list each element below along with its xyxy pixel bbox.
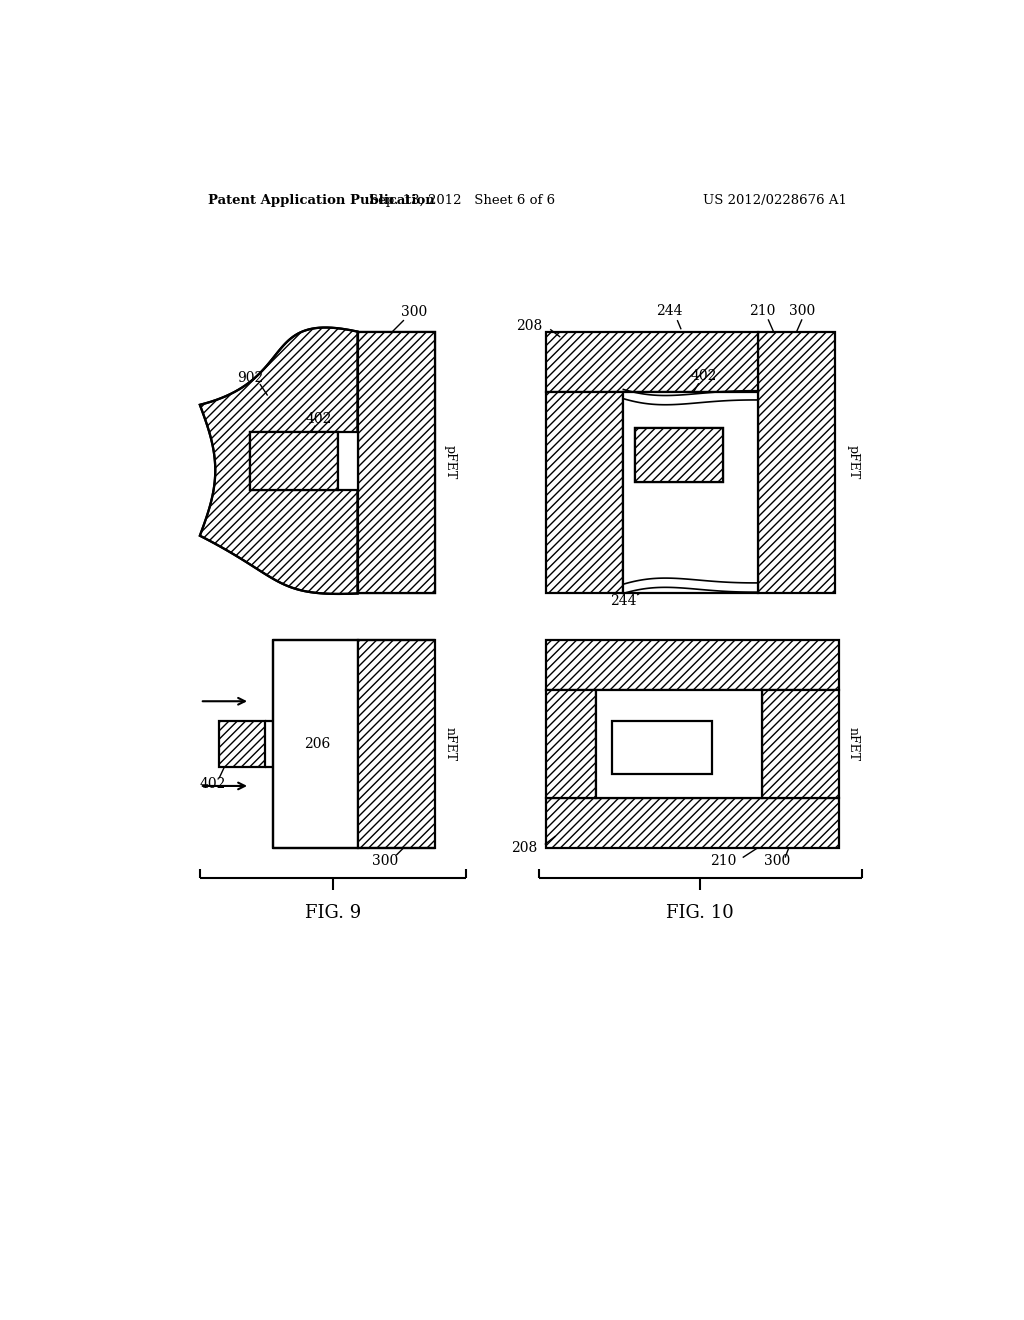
Bar (357, 331, 435, 594)
Bar (635, 428, 724, 482)
Text: 402: 402 (306, 412, 333, 425)
Text: nFET: nFET (846, 726, 859, 760)
Text: 208: 208 (516, 319, 543, 333)
Bar (357, 640, 435, 847)
Text: nFET: nFET (443, 726, 457, 760)
Text: 210: 210 (749, 304, 775, 318)
Text: Patent Application Publication: Patent Application Publication (208, 194, 434, 207)
Text: 402: 402 (652, 725, 679, 739)
Text: 206: 206 (718, 725, 744, 739)
Bar (273, 640, 357, 847)
Text: 300: 300 (372, 854, 397, 867)
Text: 206: 206 (304, 737, 330, 751)
Bar (547, 797, 839, 847)
Bar (611, 721, 712, 775)
Bar (547, 331, 758, 392)
Text: 208: 208 (511, 841, 538, 854)
Text: 206: 206 (333, 455, 359, 470)
Bar (250, 432, 339, 490)
Text: 300: 300 (764, 854, 791, 869)
Bar (339, 432, 357, 490)
Bar (635, 428, 724, 482)
Bar (547, 640, 839, 689)
Text: 902: 902 (237, 371, 263, 385)
Bar (762, 689, 839, 797)
Polygon shape (200, 327, 357, 594)
Text: pFET: pFET (443, 445, 457, 479)
Bar (596, 689, 762, 797)
Bar (547, 392, 624, 594)
Text: 244: 244 (656, 304, 683, 318)
Text: 402: 402 (691, 368, 718, 383)
Bar (219, 721, 265, 767)
Bar (547, 689, 596, 797)
Text: 402: 402 (200, 776, 226, 791)
Text: 206: 206 (712, 429, 738, 442)
Bar (758, 331, 836, 594)
Text: Sep. 13, 2012   Sheet 6 of 6: Sep. 13, 2012 Sheet 6 of 6 (369, 194, 555, 207)
Bar (357, 331, 435, 594)
Text: 300: 300 (400, 305, 427, 319)
Text: US 2012/0228676 A1: US 2012/0228676 A1 (702, 194, 847, 207)
Bar (250, 432, 339, 490)
Text: 300: 300 (788, 304, 815, 318)
Text: FIG. 9: FIG. 9 (304, 904, 360, 921)
Text: pFET: pFET (846, 445, 859, 479)
Text: 210: 210 (711, 854, 736, 869)
Bar (624, 392, 758, 594)
Text: 244: 244 (610, 594, 637, 609)
Text: FIG. 10: FIG. 10 (667, 904, 734, 921)
